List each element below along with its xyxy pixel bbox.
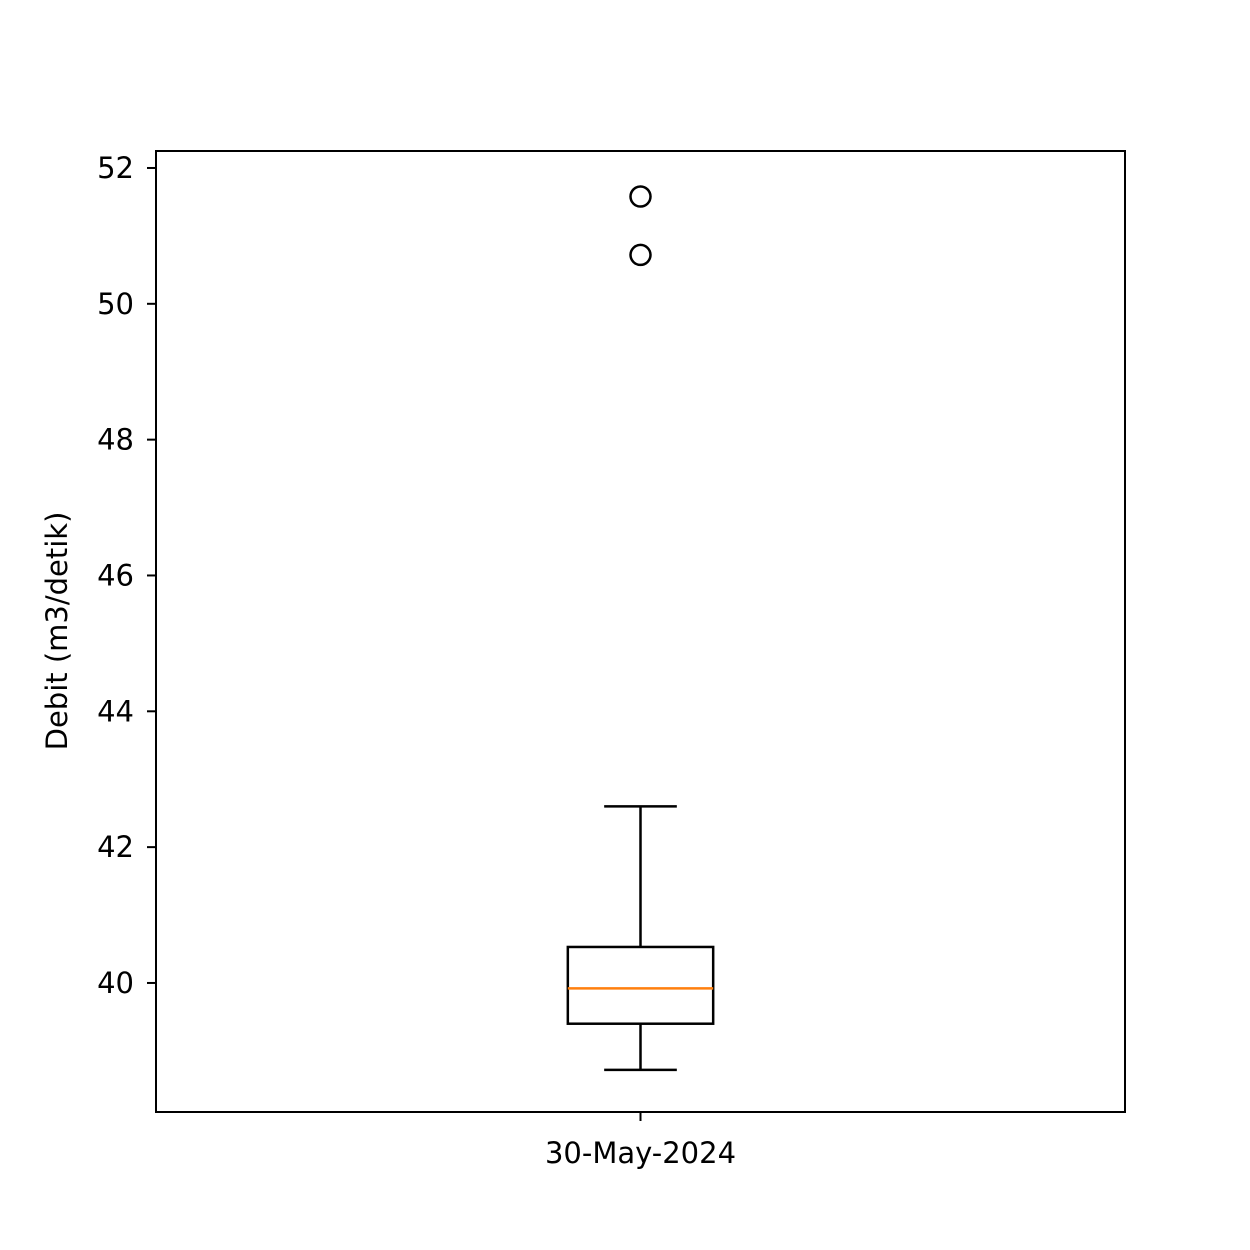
y-tick-label: 40 [97,966,134,1000]
outlier-point [629,185,652,208]
y-tick-label: 42 [97,830,134,864]
outlier-point [629,243,652,267]
plot-area [156,151,1125,1112]
y-tick-label: 52 [97,151,134,185]
y-tick-label: 48 [97,423,134,457]
y-tick-label: 46 [97,558,134,592]
y-axis-label: Debit (m3/detik) [40,512,74,751]
y-tick-label: 44 [97,694,134,728]
x-tick-label: 30-May-2024 [545,1136,736,1170]
iqr-box [566,945,715,1025]
plot-frame [155,150,1126,1113]
y-tick-label: 50 [97,287,134,321]
